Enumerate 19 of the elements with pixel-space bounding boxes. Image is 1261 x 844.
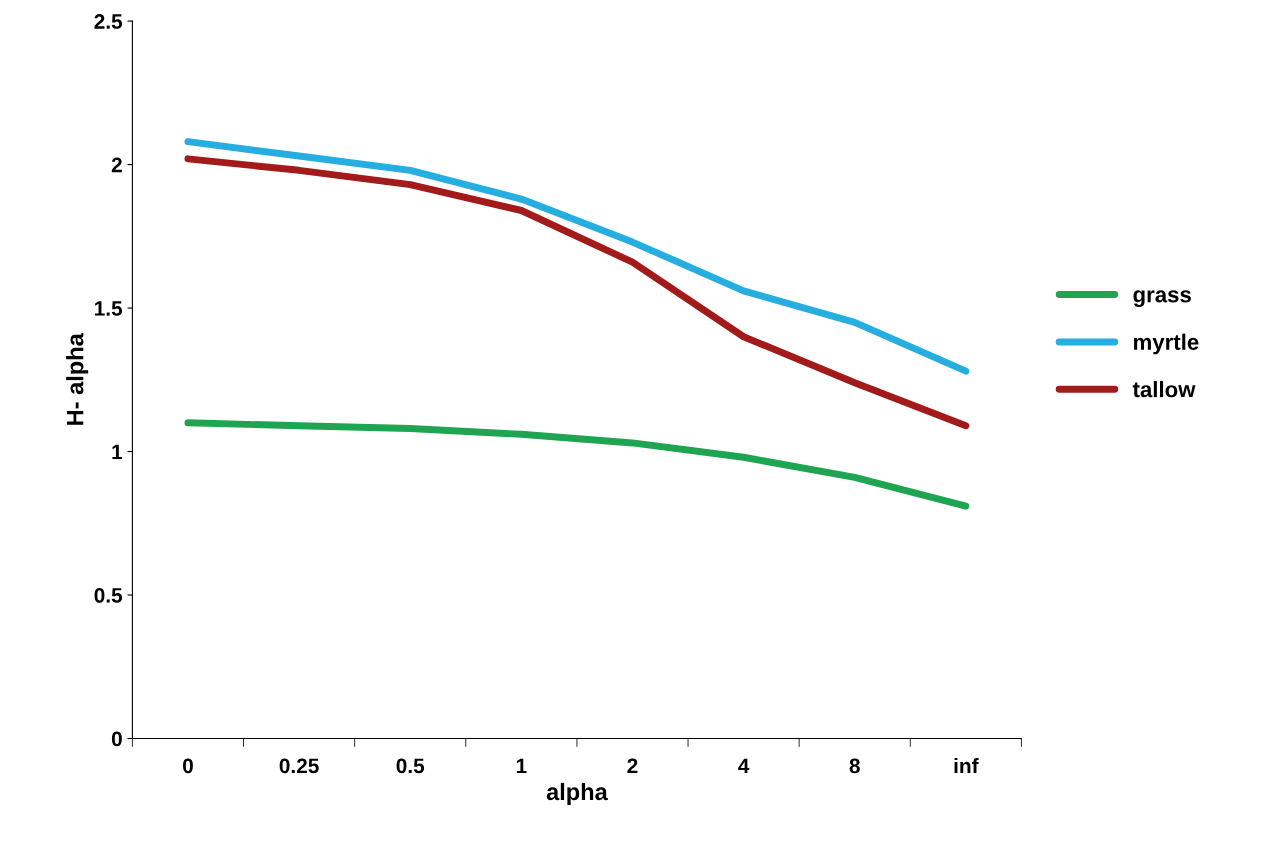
legend-label: grass — [1133, 290, 1191, 307]
legend-label: myrtle — [1133, 333, 1199, 355]
x-tick-label: 2 — [627, 758, 638, 774]
y-tick-label: 0 — [111, 731, 122, 747]
x-tick-label: 0.5 — [396, 758, 425, 774]
y-tick-label: 2 — [111, 157, 122, 173]
x-tick-label: 8 — [849, 758, 860, 774]
x-tick-label: 0 — [183, 758, 193, 774]
x-tick-label: 0.25 — [279, 758, 319, 774]
x-tick-label: inf — [954, 757, 979, 774]
y-tick-label: 2.5 — [94, 14, 123, 29]
y-axis-title: H- alpha — [66, 333, 89, 425]
x-tick-label: 1 — [516, 758, 527, 774]
y-tick-label: 0.5 — [94, 588, 123, 603]
x-axis-title: alpha — [546, 782, 608, 805]
y-tick-label: 1.5 — [95, 301, 123, 316]
y-tick-label: 1 — [112, 444, 123, 460]
x-tick-label: 4 — [738, 758, 750, 774]
legend-label: tallow — [1132, 381, 1196, 398]
